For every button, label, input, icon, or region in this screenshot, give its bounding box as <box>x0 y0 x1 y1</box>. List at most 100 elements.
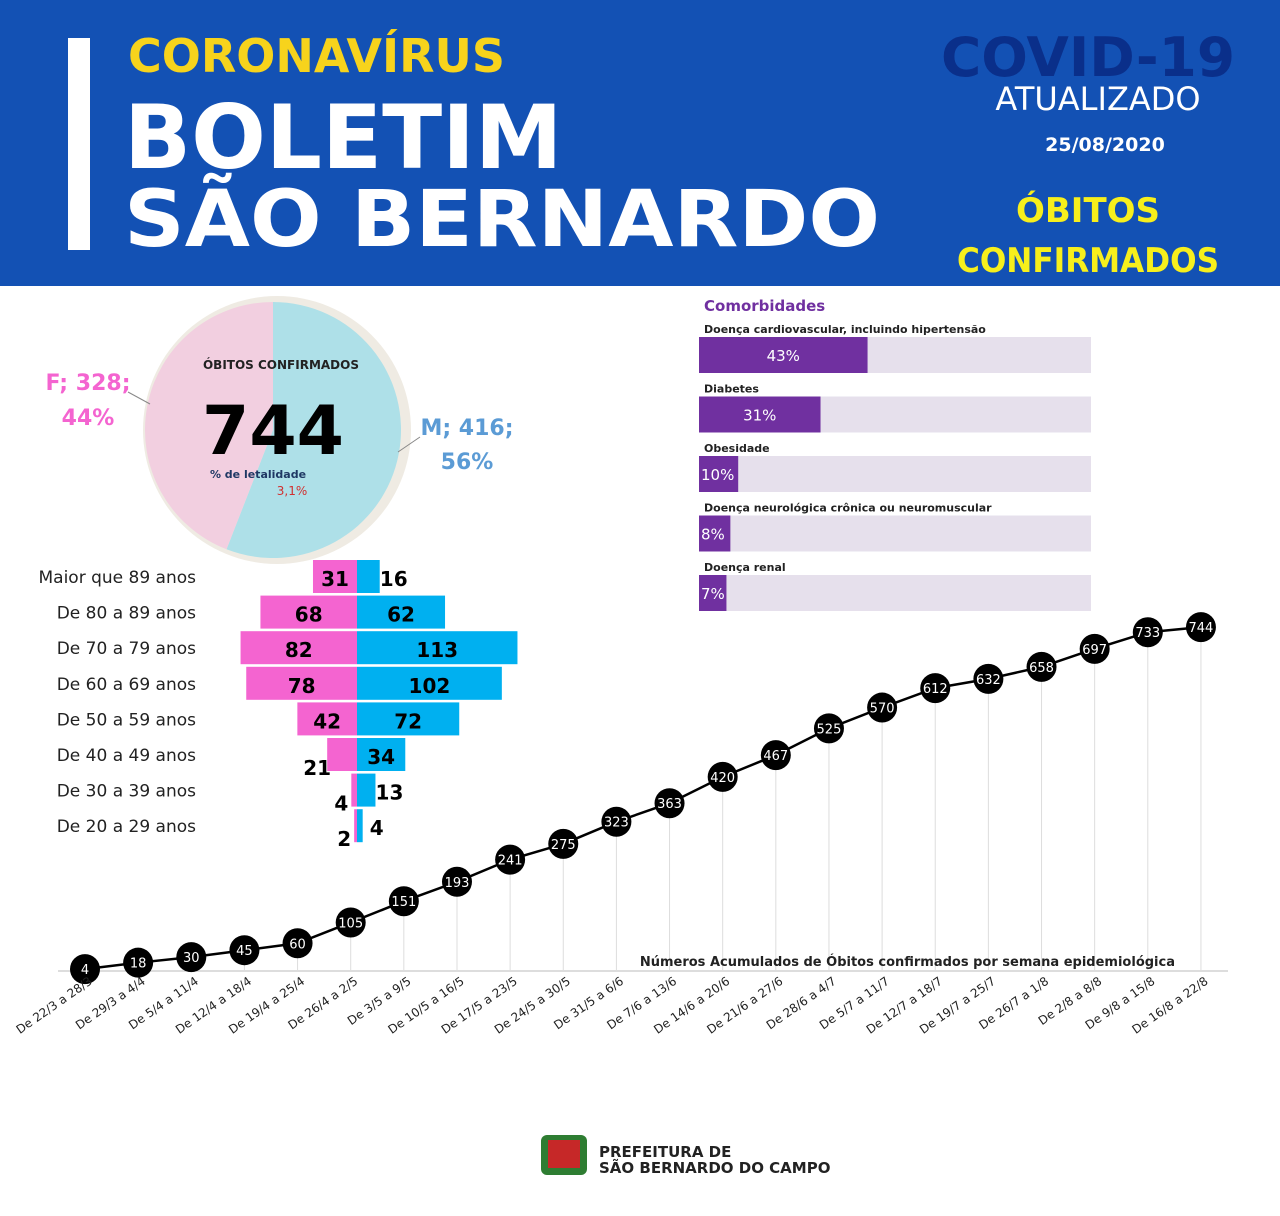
header-bar <box>68 38 90 250</box>
point <box>920 673 951 704</box>
value-label: 16 <box>380 567 408 591</box>
bar-track <box>699 575 1091 611</box>
category-label: Maior que 89 anos <box>38 568 196 588</box>
bar <box>699 337 868 373</box>
category-label: De 30 a 39 anos <box>57 782 196 802</box>
bar-f <box>327 738 357 771</box>
value-label: 105 <box>338 916 363 931</box>
value-label: 113 <box>416 638 458 662</box>
point <box>654 788 685 819</box>
leader-line <box>127 391 151 405</box>
category-label: Obesidade <box>704 442 770 455</box>
point <box>707 761 738 792</box>
value-label: 525 <box>817 722 842 737</box>
category-label: De 20 a 29 anos <box>57 817 196 837</box>
category-label: De 80 a 89 anos <box>57 604 196 624</box>
point <box>1185 612 1216 643</box>
point <box>601 806 632 837</box>
bar <box>699 456 739 492</box>
value-label: 31 <box>321 567 349 591</box>
center-rate: 3,1% <box>277 484 308 498</box>
value-label: 632 <box>976 673 1001 688</box>
point <box>70 954 100 985</box>
value-label: 42 <box>313 709 341 733</box>
point <box>229 935 260 966</box>
bar-m <box>357 560 380 593</box>
point <box>123 947 154 978</box>
category-label: De 40 a 49 anos <box>57 746 196 766</box>
category-label: Diabetes <box>704 383 759 396</box>
pie-percent: 44% <box>62 406 115 431</box>
bar-track <box>699 456 1091 492</box>
point <box>973 663 1004 694</box>
value-label: 363 <box>657 797 682 812</box>
footer-logo <box>541 1135 587 1175</box>
section-line2: CONFIRMADOS <box>957 241 1219 281</box>
value-label: 78 <box>288 674 316 698</box>
pie-label: M; 416; <box>420 416 513 441</box>
header-band <box>0 0 1280 286</box>
chart-title: Números Acumulados de Óbitos confirmados… <box>640 954 1175 970</box>
value-label: 13 <box>376 781 404 805</box>
bar-m <box>357 809 363 843</box>
point <box>867 692 898 723</box>
chart-title: Comorbidades <box>704 297 825 315</box>
title-line2: SÃO BERNARDO <box>124 173 880 265</box>
date: 25/08/2020 <box>1045 134 1165 156</box>
value-label: 30 <box>183 951 200 966</box>
value-label: 570 <box>870 702 895 717</box>
point <box>335 907 366 938</box>
badge-line2: ATUALIZADO <box>995 80 1200 118</box>
value-label: 72 <box>394 709 422 733</box>
point <box>388 886 419 917</box>
bar-f <box>351 773 357 807</box>
bar <box>699 575 727 611</box>
point <box>282 928 313 959</box>
value-label: 467 <box>763 749 788 764</box>
value-label: 193 <box>445 876 470 891</box>
value-label: 241 <box>498 854 523 869</box>
value-label: 18 <box>130 957 147 972</box>
value-label: 733 <box>1135 626 1160 641</box>
value-label: 68 <box>295 603 323 627</box>
point <box>813 713 844 744</box>
category-label: Doença neurológica crônica ou neuromuscu… <box>704 502 992 515</box>
pie-slice <box>144 302 273 550</box>
point <box>441 866 472 897</box>
bar-track <box>699 515 1091 552</box>
category-label: De 70 a 79 anos <box>57 639 196 659</box>
footer-line1: PREFEITURA DE <box>599 1143 731 1161</box>
value-label: 2 <box>337 827 351 851</box>
value-label: 21 <box>303 756 331 780</box>
point <box>760 740 791 771</box>
bar-m <box>357 631 518 665</box>
value-label: 82 <box>285 638 313 662</box>
value-label: 612 <box>923 682 948 697</box>
bar-m <box>357 738 406 771</box>
bar-m <box>357 666 502 700</box>
line <box>84 625 1202 971</box>
value-label: 102 <box>409 674 451 698</box>
value-label: 323 <box>604 816 629 831</box>
bar-f <box>246 666 357 700</box>
footer-line2: SÃO BERNARDO DO CAMPO <box>599 1158 830 1177</box>
value-label: 31% <box>743 407 776 425</box>
point <box>176 942 207 973</box>
bar-m <box>357 773 376 807</box>
bar-f <box>354 809 357 843</box>
value-label: 34 <box>367 745 395 769</box>
value-label: 4 <box>334 792 348 816</box>
bar-m <box>357 702 460 736</box>
value-label: 43% <box>767 347 800 365</box>
value-label: 7% <box>701 585 725 603</box>
category-label: De 50 a 59 anos <box>57 710 196 730</box>
point <box>1079 633 1110 664</box>
bar-f <box>260 595 357 629</box>
point <box>1026 651 1057 682</box>
value-label: 45 <box>236 944 253 959</box>
point <box>495 844 526 875</box>
value-label: 10% <box>701 466 734 484</box>
bar-f <box>240 631 357 665</box>
leader-line <box>397 436 421 453</box>
